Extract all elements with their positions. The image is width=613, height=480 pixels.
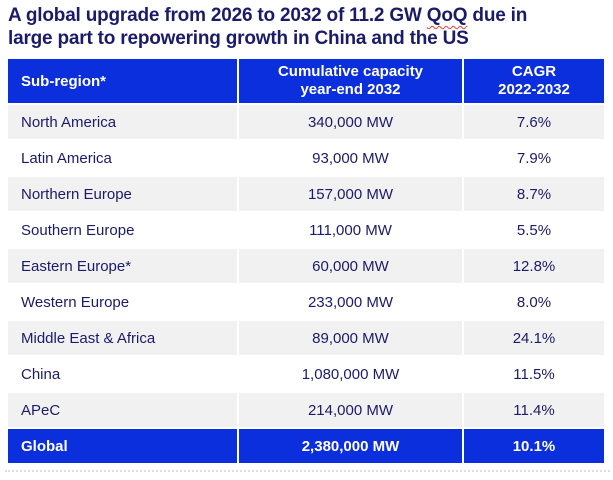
header-cagr-line2: 2022-2032 xyxy=(498,81,570,98)
table-row: Western Europe 233,000 MW 8.0% xyxy=(8,285,604,319)
cell-capacity: 233,000 MW xyxy=(237,285,462,319)
cell-cagr-global: 10.1% xyxy=(462,429,604,463)
title-line2: large part to repowering growth in China… xyxy=(8,28,469,49)
title-line1-after: due in xyxy=(467,5,528,26)
header-cagr: CAGR 2022-2032 xyxy=(462,59,604,103)
cell-capacity: 89,000 MW xyxy=(237,321,462,355)
cell-cagr: 8.7% xyxy=(462,177,604,211)
header-capacity-line2: year-end 2032 xyxy=(300,81,401,98)
cell-cagr: 12.8% xyxy=(462,249,604,283)
cell-capacity: 214,000 MW xyxy=(237,393,462,427)
table-row: Latin America 93,000 MW 7.9% xyxy=(8,141,604,175)
table-row: North America 340,000 MW 7.6% xyxy=(8,105,604,139)
cell-capacity: 60,000 MW xyxy=(237,249,462,283)
cell-region: Southern Europe xyxy=(8,213,237,247)
capacity-table: Sub-region* Cumulative capacity year-end… xyxy=(8,57,604,465)
table-row-global-total: Global 2,380,000 MW 10.1% xyxy=(8,429,604,463)
header-capacity-line1: Cumulative capacity xyxy=(277,63,424,80)
cell-region: Eastern Europe* xyxy=(8,249,237,283)
cell-capacity: 157,000 MW xyxy=(237,177,462,211)
header-cagr-line1: CAGR xyxy=(511,63,557,80)
cell-cagr: 5.5% xyxy=(462,213,604,247)
cell-cagr: 24.1% xyxy=(462,321,604,355)
cell-capacity: 111,000 MW xyxy=(237,213,462,247)
cell-cagr: 7.6% xyxy=(462,105,604,139)
cell-cagr: 7.9% xyxy=(462,141,604,175)
header-capacity: Cumulative capacity year-end 2032 xyxy=(237,59,462,103)
cell-region: Western Europe xyxy=(8,285,237,319)
cell-capacity: 93,000 MW xyxy=(237,141,462,175)
cell-cagr: 11.5% xyxy=(462,357,604,391)
cell-region: Middle East & Africa xyxy=(8,321,237,355)
cell-region: Latin America xyxy=(8,141,237,175)
table-row: Middle East & Africa 89,000 MW 24.1% xyxy=(8,321,604,355)
cell-capacity: 1,080,000 MW xyxy=(237,357,462,391)
cell-region-global: Global xyxy=(8,429,237,463)
table-row: Eastern Europe* 60,000 MW 12.8% xyxy=(8,249,604,283)
cell-region: Northern Europe xyxy=(8,177,237,211)
cell-cagr: 8.0% xyxy=(462,285,604,319)
table-header-row: Sub-region* Cumulative capacity year-end… xyxy=(8,59,604,103)
cell-cagr: 11.4% xyxy=(462,393,604,427)
header-subregion: Sub-region* xyxy=(8,59,237,103)
slide-title: A global upgrade from 2026 to 2032 of 11… xyxy=(8,4,610,50)
title-line1-before: A global upgrade from 2026 to 2032 of 11… xyxy=(8,5,427,26)
cell-capacity: 340,000 MW xyxy=(237,105,462,139)
cell-region: North America xyxy=(8,105,237,139)
cell-region: APeC xyxy=(8,393,237,427)
placeholder-boundary-line xyxy=(5,470,610,472)
table-row: Northern Europe 157,000 MW 8.7% xyxy=(8,177,604,211)
cell-region: China xyxy=(8,357,237,391)
cell-capacity-global: 2,380,000 MW xyxy=(237,429,462,463)
table-row: APeC 214,000 MW 11.4% xyxy=(8,393,604,427)
title-spellcheck-word: QoQ xyxy=(426,5,468,26)
table-row: China 1,080,000 MW 11.5% xyxy=(8,357,604,391)
table-row: Southern Europe 111,000 MW 5.5% xyxy=(8,213,604,247)
